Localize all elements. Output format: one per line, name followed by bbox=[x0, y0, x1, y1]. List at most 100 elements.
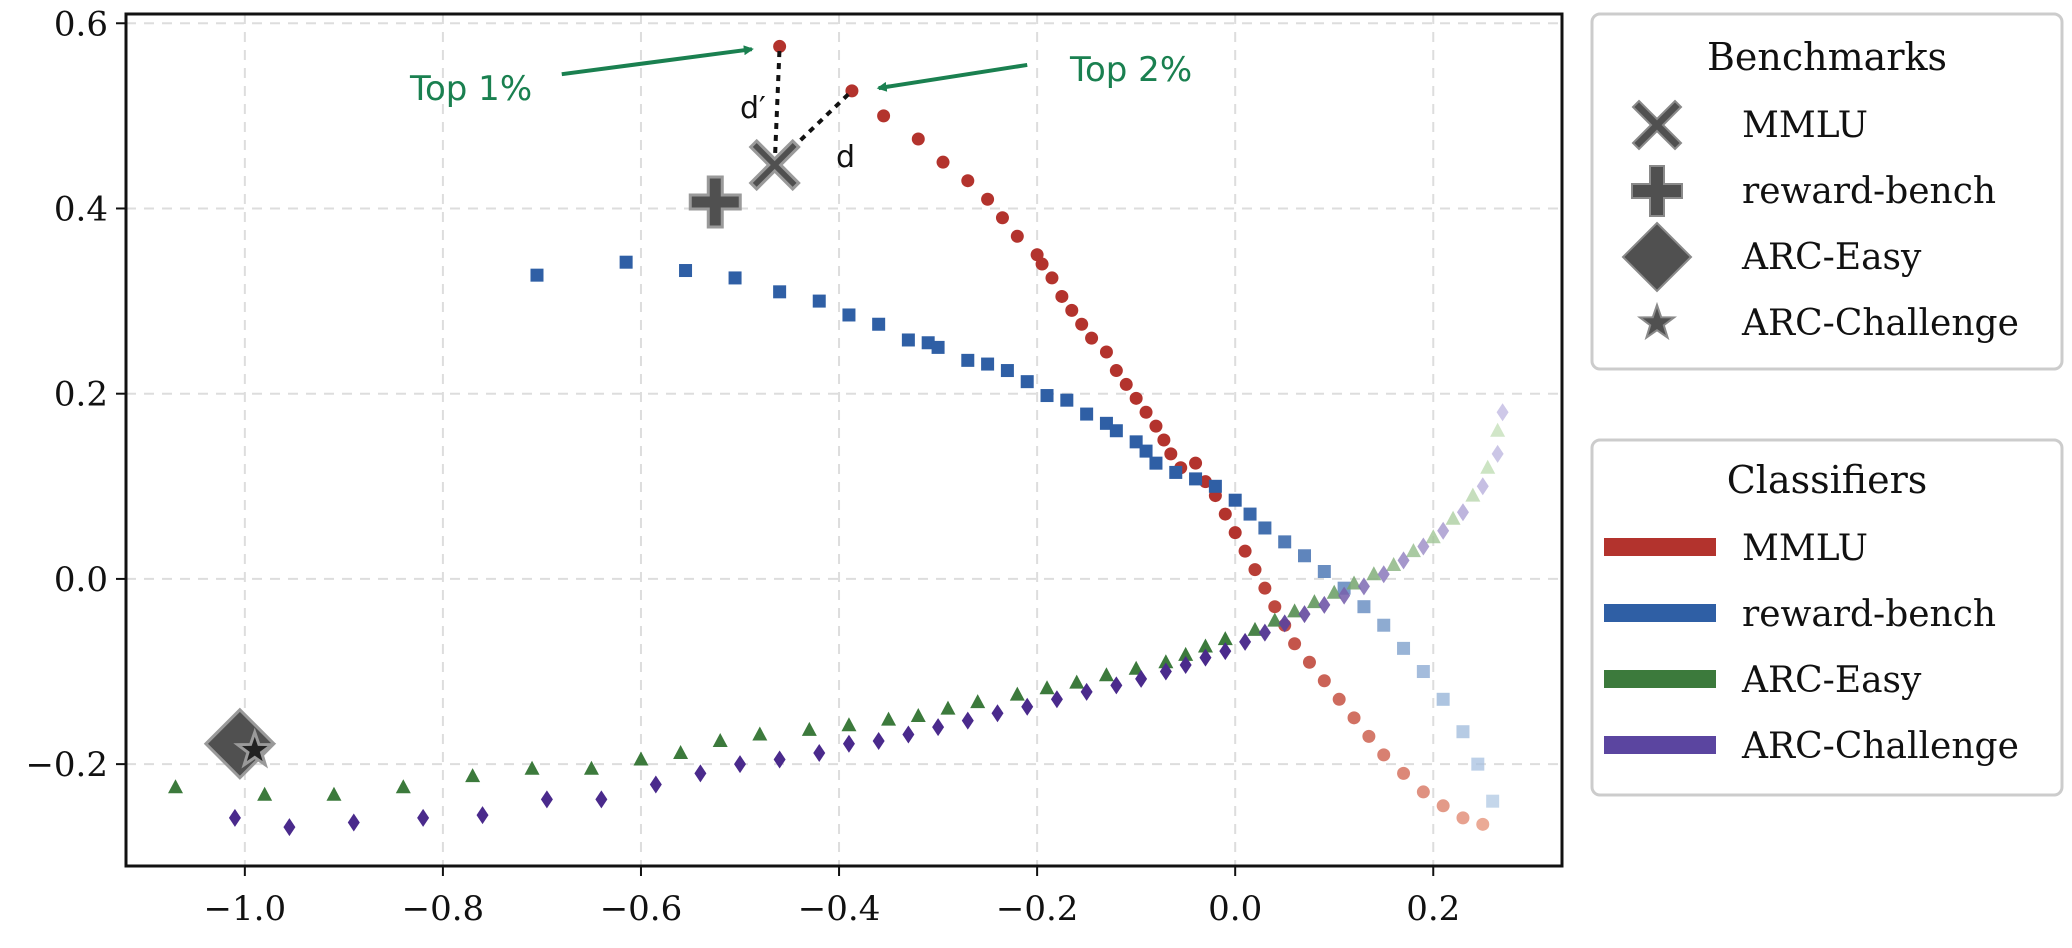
data-point bbox=[1149, 419, 1163, 433]
data-point bbox=[1346, 575, 1362, 590]
x-tick-label: −0.8 bbox=[402, 889, 485, 929]
data-point bbox=[1302, 655, 1316, 669]
data-point bbox=[1000, 364, 1014, 378]
data-point bbox=[1332, 692, 1346, 706]
data-point bbox=[694, 764, 707, 783]
benchmarks-legend: Benchmarks MMLU reward-bench ARC-Easy AR… bbox=[1590, 12, 2064, 371]
classifiers-legend-title: Classifiers bbox=[1727, 458, 1928, 502]
data-point bbox=[1248, 563, 1262, 577]
data-point bbox=[1258, 521, 1272, 535]
data-point bbox=[1199, 648, 1212, 667]
arc-easy-swatch bbox=[1604, 670, 1716, 688]
series-arc-challenge bbox=[228, 403, 1509, 837]
data-point bbox=[583, 760, 599, 775]
data-point bbox=[1306, 594, 1322, 609]
data-point bbox=[1362, 729, 1376, 743]
top2-label: Top 2% bbox=[1069, 50, 1192, 90]
data-point bbox=[1425, 529, 1441, 544]
data-point bbox=[773, 750, 786, 769]
data-point bbox=[932, 718, 945, 737]
data-point bbox=[1377, 748, 1391, 762]
data-point bbox=[1217, 631, 1233, 646]
data-point bbox=[842, 308, 856, 322]
data-point bbox=[901, 333, 915, 347]
data-point bbox=[1476, 817, 1490, 831]
data-point bbox=[1065, 303, 1079, 317]
benchmark-mmlu bbox=[748, 138, 801, 192]
data-point bbox=[1445, 510, 1461, 525]
data-point bbox=[872, 731, 885, 750]
data-point bbox=[540, 790, 553, 809]
data-point bbox=[1317, 674, 1331, 688]
data-point bbox=[734, 755, 747, 774]
data-point bbox=[902, 725, 915, 744]
data-point bbox=[1496, 403, 1509, 422]
x-tick-label: −0.6 bbox=[600, 889, 683, 929]
data-point bbox=[1456, 503, 1469, 522]
data-point bbox=[168, 779, 184, 794]
classifiers-legend-reward-bench: reward-bench bbox=[1742, 594, 1996, 635]
data-point bbox=[1397, 551, 1410, 570]
classifiers-legend: Classifiers MMLU reward-bench ARC-Easy A… bbox=[1590, 438, 2064, 797]
benchmarks-legend-arc-challenge: ARC-Challenge bbox=[1741, 303, 2019, 344]
data-point bbox=[1139, 444, 1153, 458]
data-point bbox=[1164, 447, 1178, 461]
benchmarks-legend-title: Benchmarks bbox=[1707, 35, 1947, 79]
data-point bbox=[936, 155, 950, 169]
arc-challenge-swatch bbox=[1604, 736, 1716, 754]
data-point bbox=[812, 294, 826, 308]
top1-label: Top 1% bbox=[409, 69, 532, 109]
data-point bbox=[1045, 271, 1059, 285]
x-tick-label: −1.0 bbox=[204, 889, 287, 929]
data-point bbox=[921, 336, 935, 350]
data-point bbox=[1020, 375, 1034, 389]
plot-frame bbox=[124, 12, 1564, 868]
data-point bbox=[395, 779, 411, 794]
top1-arrow bbox=[561, 45, 754, 77]
data-point bbox=[1456, 811, 1470, 825]
data-point bbox=[1476, 477, 1489, 496]
data-point bbox=[347, 813, 360, 832]
benchmark-arc-challenge bbox=[233, 727, 277, 769]
data-point bbox=[1149, 456, 1163, 470]
data-point bbox=[1135, 669, 1148, 688]
data-point bbox=[1198, 475, 1212, 489]
data-point bbox=[1158, 654, 1174, 669]
data-point bbox=[1397, 641, 1411, 655]
top2-arrow bbox=[876, 62, 1028, 92]
data-point bbox=[465, 768, 481, 783]
data-point bbox=[1471, 757, 1485, 771]
data-point bbox=[1456, 725, 1470, 739]
data-point bbox=[1258, 581, 1272, 595]
data-point bbox=[1110, 676, 1123, 695]
data-point bbox=[1109, 424, 1123, 438]
data-point bbox=[1080, 407, 1094, 421]
data-point bbox=[801, 721, 817, 736]
data-point bbox=[283, 818, 296, 837]
data-point bbox=[872, 317, 886, 331]
data-point bbox=[1405, 543, 1421, 558]
mmlu-swatch bbox=[1604, 538, 1716, 556]
data-point bbox=[1159, 662, 1172, 681]
data-point bbox=[1278, 535, 1292, 549]
y-tick-label: 0.2 bbox=[54, 375, 108, 415]
data-point bbox=[911, 132, 925, 146]
series-layer bbox=[168, 39, 1509, 837]
data-point bbox=[841, 717, 857, 732]
data-point bbox=[1239, 632, 1252, 651]
data-point bbox=[1055, 289, 1069, 303]
data-point bbox=[1287, 603, 1303, 618]
data-point bbox=[1491, 444, 1504, 463]
reward-bench-swatch bbox=[1604, 604, 1716, 622]
data-point bbox=[1228, 493, 1242, 507]
data-point bbox=[995, 211, 1009, 225]
data-point bbox=[1486, 794, 1500, 808]
data-point bbox=[673, 745, 689, 760]
benchmark-reward-bench bbox=[688, 175, 742, 229]
y-axis-ticks: −0.2 0.0 0.2 0.4 0.6 bbox=[25, 4, 126, 785]
data-point bbox=[649, 775, 662, 794]
data-point bbox=[1228, 526, 1242, 540]
data-point bbox=[991, 704, 1004, 723]
data-point bbox=[619, 255, 633, 269]
data-point bbox=[1128, 660, 1144, 675]
